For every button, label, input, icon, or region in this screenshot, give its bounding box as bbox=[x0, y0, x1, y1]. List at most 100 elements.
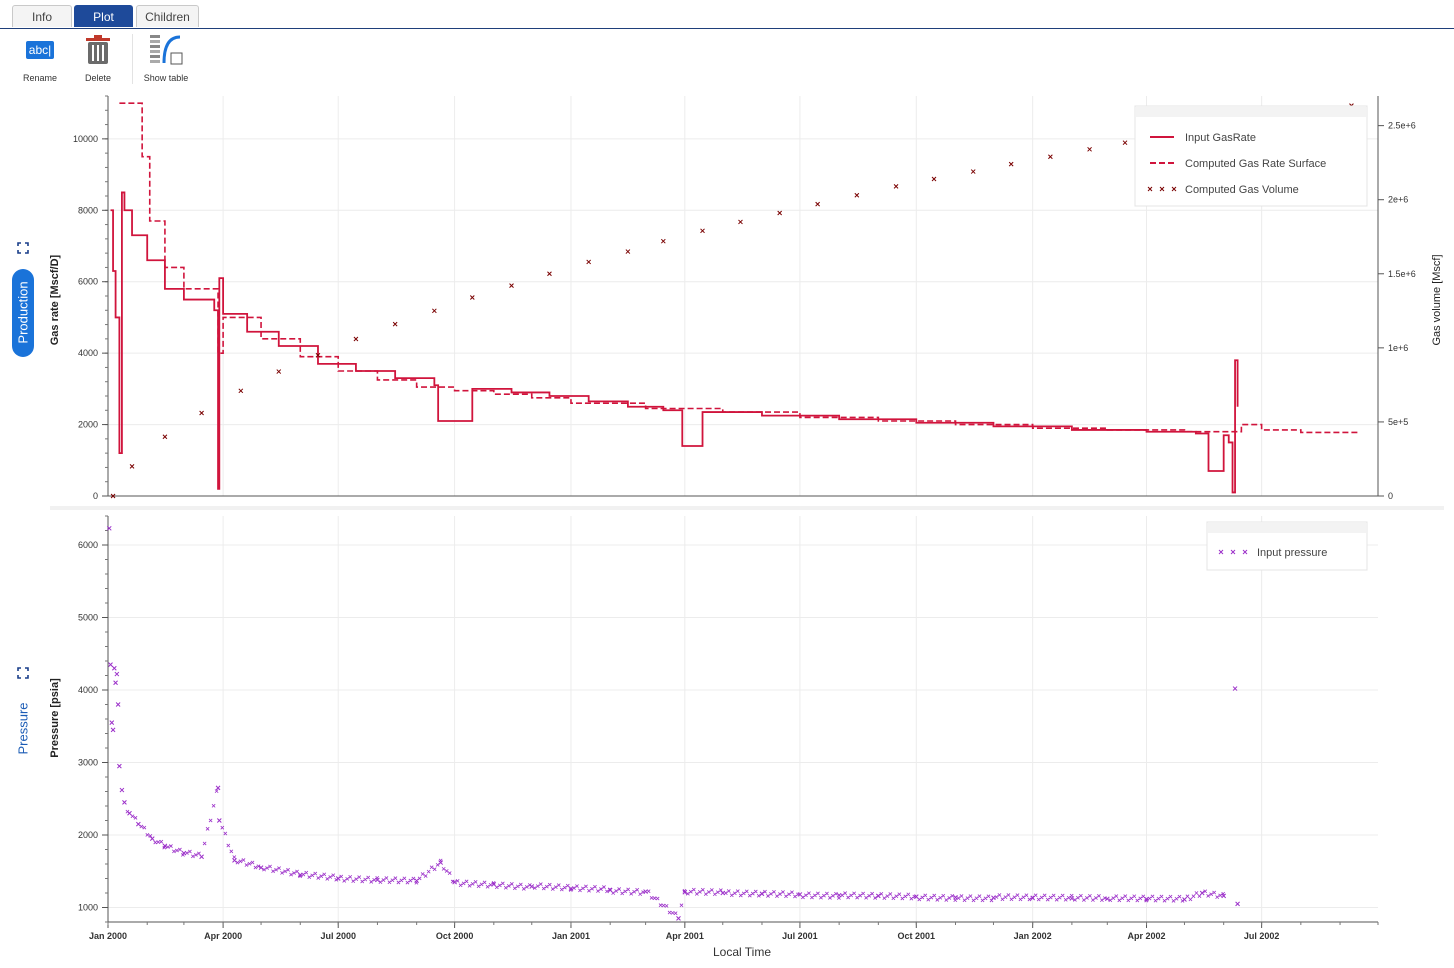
x-axis-title: Local Time bbox=[713, 945, 771, 959]
pressure-trend-mark bbox=[202, 841, 207, 846]
pressure-trend-mark bbox=[775, 894, 779, 898]
pressure-trend-mark bbox=[953, 898, 958, 903]
pressure-trend-mark bbox=[334, 877, 339, 882]
pressure-trend-mark bbox=[420, 872, 425, 876]
delete-button[interactable]: Delete bbox=[68, 33, 128, 87]
pressure-trend-mark bbox=[156, 840, 161, 844]
expand-production-icon[interactable] bbox=[17, 242, 29, 254]
pressure-trend-mark bbox=[629, 891, 634, 896]
pressure-trend-mark bbox=[819, 895, 823, 900]
pressure-trend-mark bbox=[547, 882, 552, 887]
point-input-pressure-7 bbox=[115, 702, 121, 707]
pressure-trend-mark bbox=[1072, 897, 1077, 902]
pressure-trend-mark bbox=[232, 855, 237, 859]
rename-button[interactable]: abc| Rename bbox=[10, 33, 70, 87]
pressure-trend-mark bbox=[1099, 898, 1104, 903]
show-table-button[interactable]: Show table bbox=[136, 33, 196, 87]
toolbar-separator bbox=[132, 34, 133, 84]
tab-plot[interactable]: Plot bbox=[74, 5, 133, 27]
pressure-trend-mark bbox=[280, 871, 284, 875]
point-input-pressure-32 bbox=[676, 916, 681, 921]
pressure-trend-mark bbox=[438, 858, 443, 863]
pressure-trend-mark bbox=[620, 891, 625, 896]
pressure-trend-mark bbox=[679, 903, 684, 908]
pressure-trend-mark bbox=[935, 897, 940, 902]
point-input-pressure-27 bbox=[491, 881, 497, 887]
pressure-trend-mark bbox=[617, 887, 622, 891]
x-tick-label-7: Oct 2001 bbox=[898, 931, 936, 941]
pressure-trend-mark bbox=[417, 876, 422, 881]
point-computed-gas-volume-9 bbox=[432, 308, 437, 314]
pressure-trend-mark bbox=[658, 903, 663, 908]
pressure-trend-mark bbox=[363, 877, 368, 882]
pressure-trend-mark bbox=[670, 910, 675, 915]
pressure-trend-mark bbox=[238, 859, 243, 864]
pressure-trend-mark bbox=[831, 893, 835, 898]
pressure-trend-mark bbox=[331, 873, 336, 878]
pressure-trend-mark bbox=[1030, 895, 1035, 900]
pressure-trend-mark bbox=[191, 854, 195, 859]
pressure-trend-mark bbox=[709, 888, 714, 892]
pressure-trend-mark bbox=[763, 889, 767, 894]
pressure-trend-mark bbox=[947, 896, 952, 900]
pressure-trend-mark bbox=[1090, 898, 1095, 902]
pressure-trend-mark bbox=[378, 880, 383, 884]
point-computed-gas-volume-11 bbox=[509, 283, 514, 288]
pressure-trend-mark bbox=[521, 886, 526, 891]
point-computed-gas-volume-8 bbox=[392, 321, 398, 327]
pressure-trend-mark bbox=[1096, 894, 1101, 898]
pressure-trend-mark bbox=[602, 885, 606, 889]
show-table-label: Show table bbox=[143, 73, 189, 83]
pressure-trend-mark bbox=[1141, 894, 1146, 899]
point-computed-gas-volume-5 bbox=[276, 369, 282, 374]
point-input-pressure-9 bbox=[119, 787, 125, 793]
pressure-trend-mark bbox=[834, 891, 838, 896]
tab-info[interactable]: Info bbox=[12, 5, 72, 27]
point-input-pressure-17 bbox=[215, 785, 221, 791]
tab-children[interactable]: Children bbox=[136, 5, 199, 27]
pressure-trend-mark bbox=[372, 877, 377, 882]
pressure-trend-mark bbox=[541, 886, 546, 891]
pressure-trend-mark bbox=[929, 895, 934, 900]
pressure-trend-mark bbox=[882, 896, 887, 900]
production-chart[interactable]: 0 2000 4000 6000 8000 10000 0 5e+5 1e+6 1.5e+6 2e+… bbox=[49, 95, 1444, 510]
pressure-trend-mark bbox=[726, 889, 731, 893]
pressure-trend-mark bbox=[1194, 891, 1199, 895]
pressure-trend-mark bbox=[283, 869, 287, 874]
pressure-trend-mark bbox=[178, 847, 182, 852]
pressure-trend-mark bbox=[366, 875, 371, 880]
pressure-trend-mark bbox=[381, 878, 386, 882]
point-input-pressure-25 bbox=[438, 860, 444, 865]
pressure-trend-mark bbox=[256, 864, 261, 869]
pressure-trend-mark bbox=[229, 849, 234, 854]
point-computed-gas-volume-22 bbox=[931, 176, 937, 182]
pressure-trend-mark bbox=[139, 824, 144, 829]
pressure-trend-mark bbox=[846, 895, 851, 900]
production-side-tab[interactable]: Production bbox=[12, 269, 34, 357]
pressure-trend-mark bbox=[744, 889, 749, 894]
pressure-trend-mark bbox=[608, 887, 612, 892]
pressure-trend-mark bbox=[262, 867, 266, 872]
pressure-chart[interactable]: 1000 2000 3000 4000 5000 6000 Jan 2000 Apr 2000… bbox=[49, 515, 1379, 959]
x-tick-label-10: Jul 2002 bbox=[1244, 931, 1280, 941]
pressure-trend-mark bbox=[858, 893, 863, 898]
point-computed-gas-volume-2 bbox=[162, 434, 168, 440]
pressure-trend-mark bbox=[467, 883, 472, 888]
expand-pressure-icon[interactable] bbox=[17, 667, 29, 679]
pressure-trend-mark bbox=[444, 869, 449, 873]
pressure-trend-mark bbox=[482, 880, 487, 885]
pressure-trend-mark bbox=[253, 865, 258, 870]
pressure-trend-mark bbox=[429, 865, 434, 870]
pressure-trend-mark bbox=[756, 893, 761, 898]
pressure-trend-mark bbox=[986, 894, 991, 899]
legend-swatch-1-2-2 bbox=[1171, 186, 1177, 192]
pressure-trend-mark bbox=[1203, 889, 1208, 894]
y2-tick-label-0: 0 bbox=[1388, 491, 1393, 501]
point-input-pressure-41 bbox=[991, 895, 996, 901]
pressure-trend-mark bbox=[1215, 895, 1220, 900]
pressure-trend-mark bbox=[1066, 895, 1071, 900]
pressure-trend-mark bbox=[638, 892, 643, 897]
pressure-trend-mark bbox=[1132, 894, 1137, 899]
pressure-trend-mark bbox=[384, 876, 389, 880]
